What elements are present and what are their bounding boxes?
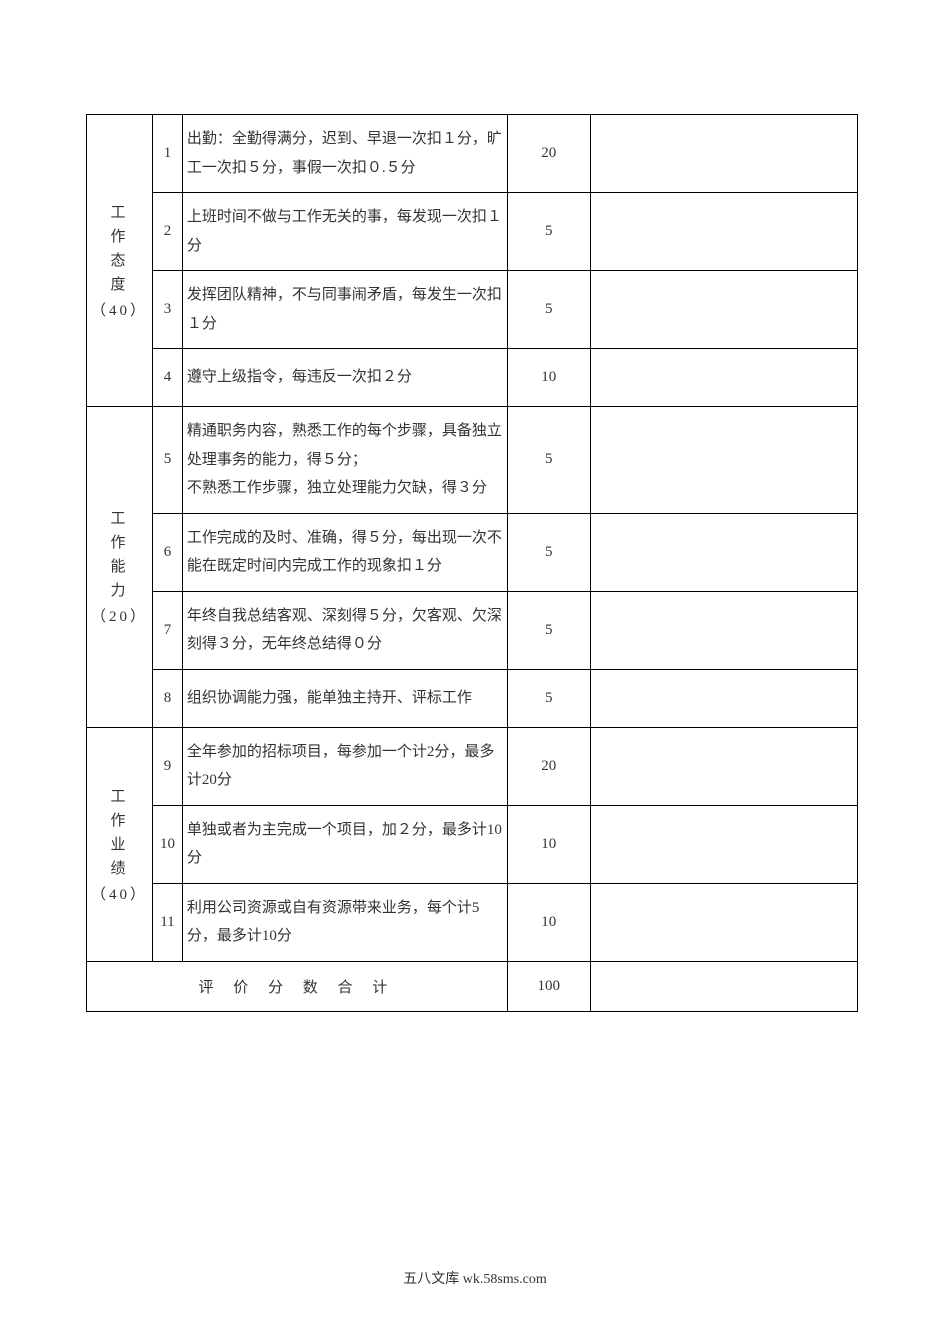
row-number: 9 <box>153 727 183 805</box>
row-blank <box>590 883 857 961</box>
page-footer: 五八文库 wk.58sms.com <box>0 1268 950 1288</box>
category-cell: 工作态度（40） <box>87 115 153 407</box>
row-description: 单独或者为主完成一个项目，加２分，最多计10 分 <box>182 805 507 883</box>
table-row: 10单独或者为主完成一个项目，加２分，最多计10 分10 <box>87 805 858 883</box>
evaluation-table: 工作态度（40）1出勤：全勤得满分，迟到、早退一次扣１分，旷工一次扣５分，事假一… <box>86 114 858 1012</box>
row-score: 5 <box>507 513 590 591</box>
row-score: 20 <box>507 115 590 193</box>
row-description: 精通职务内容，熟悉工作的每个步骤，具备独立处理事务的能力，得５分； 不熟悉工作步… <box>182 407 507 514</box>
category-label: 工作能力 <box>91 507 148 603</box>
total-row: 评 价 分 数 合 计100 <box>87 961 858 1011</box>
row-score: 10 <box>507 349 590 407</box>
table-row: 8组织协调能力强，能单独主持开、评标工作5 <box>87 669 858 727</box>
row-score: 5 <box>507 193 590 271</box>
category-weight: （20） <box>91 605 148 626</box>
category-label: 工作态度 <box>91 201 148 297</box>
row-description: 全年参加的招标项目，每参加一个计2分，最多计20分 <box>182 727 507 805</box>
row-score: 5 <box>507 591 590 669</box>
row-description: 工作完成的及时、准确，得５分，每出现一次不能在既定时间内完成工作的现象扣１分 <box>182 513 507 591</box>
row-blank <box>590 407 857 514</box>
row-number: 10 <box>153 805 183 883</box>
row-blank <box>590 513 857 591</box>
row-number: 4 <box>153 349 183 407</box>
category-cell: 工作业绩（40） <box>87 727 153 961</box>
table-row: 7年终自我总结客观、深刻得５分，欠客观、欠深刻得３分，无年终总结得０分5 <box>87 591 858 669</box>
total-label: 评 价 分 数 合 计 <box>87 961 508 1011</box>
row-number: 3 <box>153 271 183 349</box>
row-description: 组织协调能力强，能单独主持开、评标工作 <box>182 669 507 727</box>
table-row: 4遵守上级指令，每违反一次扣２分10 <box>87 349 858 407</box>
category-weight: （40） <box>91 883 148 904</box>
row-description: 出勤：全勤得满分，迟到、早退一次扣１分，旷工一次扣５分，事假一次扣０.５分 <box>182 115 507 193</box>
row-blank <box>590 727 857 805</box>
row-number: 8 <box>153 669 183 727</box>
table-row: 3发挥团队精神，不与同事闹矛盾，每发生一次扣１分5 <box>87 271 858 349</box>
row-blank <box>590 193 857 271</box>
row-score: 5 <box>507 669 590 727</box>
row-blank <box>590 271 857 349</box>
row-description: 年终自我总结客观、深刻得５分，欠客观、欠深刻得３分，无年终总结得０分 <box>182 591 507 669</box>
row-number: 11 <box>153 883 183 961</box>
row-score: 10 <box>507 805 590 883</box>
table-row: 工作业绩（40）9全年参加的招标项目，每参加一个计2分，最多计20分20 <box>87 727 858 805</box>
evaluation-table-container: 工作态度（40）1出勤：全勤得满分，迟到、早退一次扣１分，旷工一次扣５分，事假一… <box>86 114 858 1012</box>
footer-text: 五八文库 wk.58sms.com <box>403 1272 547 1287</box>
row-score: 5 <box>507 271 590 349</box>
row-description: 发挥团队精神，不与同事闹矛盾，每发生一次扣１分 <box>182 271 507 349</box>
row-blank <box>590 115 857 193</box>
table-row: 11利用公司资源或自有资源带来业务，每个计5分，最多计10分10 <box>87 883 858 961</box>
category-cell: 工作能力（20） <box>87 407 153 728</box>
row-description: 利用公司资源或自有资源带来业务，每个计5分，最多计10分 <box>182 883 507 961</box>
row-number: 1 <box>153 115 183 193</box>
row-description: 遵守上级指令，每违反一次扣２分 <box>182 349 507 407</box>
row-blank <box>590 669 857 727</box>
row-number: 7 <box>153 591 183 669</box>
category-weight: （40） <box>91 299 148 320</box>
total-score: 100 <box>507 961 590 1011</box>
row-blank <box>590 349 857 407</box>
row-description: 上班时间不做与工作无关的事，每发现一次扣１分 <box>182 193 507 271</box>
category-label: 工作业绩 <box>91 785 148 881</box>
row-score: 10 <box>507 883 590 961</box>
row-number: 2 <box>153 193 183 271</box>
table-row: 6工作完成的及时、准确，得５分，每出现一次不能在既定时间内完成工作的现象扣１分5 <box>87 513 858 591</box>
row-blank <box>590 805 857 883</box>
row-blank <box>590 591 857 669</box>
total-blank <box>590 961 857 1011</box>
row-number: 5 <box>153 407 183 514</box>
row-score: 20 <box>507 727 590 805</box>
table-row: 工作能力（20）5精通职务内容，熟悉工作的每个步骤，具备独立处理事务的能力，得５… <box>87 407 858 514</box>
row-score: 5 <box>507 407 590 514</box>
row-number: 6 <box>153 513 183 591</box>
table-row: 工作态度（40）1出勤：全勤得满分，迟到、早退一次扣１分，旷工一次扣５分，事假一… <box>87 115 858 193</box>
table-row: 2上班时间不做与工作无关的事，每发现一次扣１分5 <box>87 193 858 271</box>
